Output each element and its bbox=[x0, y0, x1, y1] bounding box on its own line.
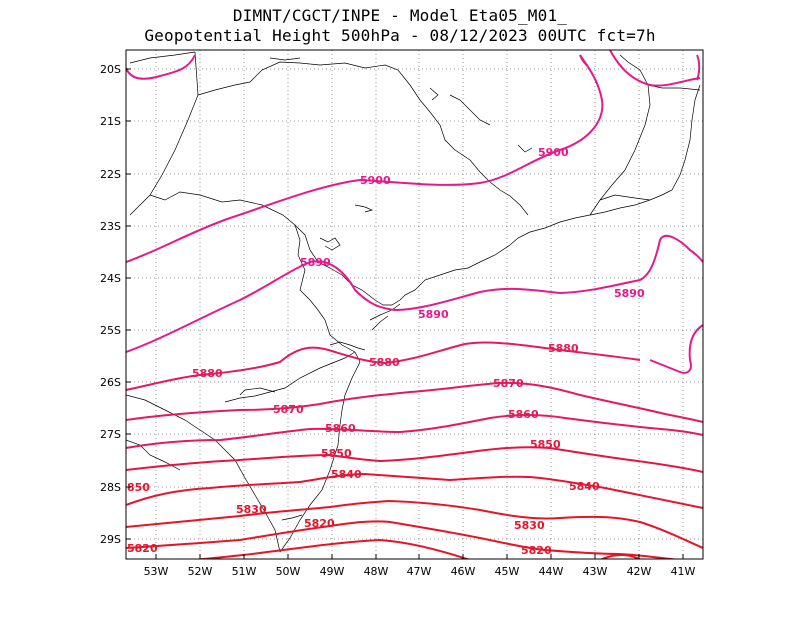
lat-labels: 20S 21S 22S 23S 24S 25S 26S 27S 28S 29S bbox=[100, 63, 121, 546]
label-5880-a: 5880 bbox=[192, 367, 223, 380]
lon-label: 41W bbox=[671, 565, 696, 578]
lat-label: 22S bbox=[100, 168, 121, 181]
contour-5900-northeast bbox=[609, 50, 701, 87]
map-title-line2: Geopotential Height 500hPa - 08/12/2023 … bbox=[144, 26, 656, 45]
contour-5880 bbox=[126, 341, 641, 391]
label-5830-b: 5830 bbox=[514, 519, 545, 532]
label-5900-a: 5900 bbox=[360, 174, 391, 187]
contour-5830 bbox=[126, 499, 703, 549]
contour-5840 bbox=[126, 472, 703, 509]
lat-label: 20S bbox=[100, 63, 121, 76]
label-5820-a: 5820 bbox=[304, 517, 335, 530]
lon-label: 51W bbox=[232, 565, 257, 578]
lat-label: 28S bbox=[100, 481, 121, 494]
contour-lines bbox=[126, 50, 703, 559]
lat-label: 25S bbox=[100, 324, 121, 337]
contour-5850 bbox=[126, 446, 703, 473]
lon-label: 48W bbox=[364, 565, 389, 578]
contour-labels: 5900 5900 5890 5890 5890 5880 5880 5880 … bbox=[127, 146, 645, 557]
lon-label: 49W bbox=[320, 565, 345, 578]
label-5880-b: 5880 bbox=[369, 356, 400, 369]
contour-5820 bbox=[126, 520, 681, 559]
contour-5900-northwest bbox=[126, 54, 196, 80]
contour-5870 bbox=[126, 381, 703, 423]
lon-label: 45W bbox=[495, 565, 520, 578]
contour-5860 bbox=[126, 414, 703, 449]
label-5820-c: 5820 bbox=[521, 544, 552, 557]
lon-labels: 53W 52W 51W 50W 49W 48W 47W 46W 45W 44W … bbox=[144, 565, 696, 578]
lon-label: 52W bbox=[188, 565, 213, 578]
map-title-line1: DIMNT/CGCT/INPE - Model Eta05_M01_ bbox=[232, 6, 568, 25]
lat-label: 21S bbox=[100, 115, 121, 128]
lon-label: 44W bbox=[539, 565, 564, 578]
label-5890-b: 5890 bbox=[418, 308, 449, 321]
lat-label: 27S bbox=[100, 428, 121, 441]
label-5820-b: 5820 bbox=[127, 542, 158, 555]
lon-label: 43W bbox=[583, 565, 608, 578]
lon-gridlines bbox=[155, 50, 684, 559]
contour-5890-east bbox=[649, 324, 703, 374]
label-5870-a: 5870 bbox=[273, 403, 304, 416]
label-5840-a: 5840 bbox=[331, 468, 362, 481]
contour-5810-east bbox=[599, 554, 642, 559]
lon-label: 53W bbox=[144, 565, 169, 578]
label-5850-edge: 850 bbox=[127, 481, 150, 494]
label-5880-c: 5880 bbox=[548, 342, 579, 355]
label-5850-b: 5850 bbox=[530, 438, 561, 451]
label-5840-b: 5840 bbox=[569, 480, 600, 493]
tick-marks bbox=[126, 68, 684, 559]
lat-label: 23S bbox=[100, 220, 121, 233]
contour-5900-top bbox=[579, 54, 589, 67]
label-5870-b: 5870 bbox=[493, 377, 524, 390]
coastline-boundaries bbox=[126, 51, 701, 553]
lon-label: 47W bbox=[407, 565, 432, 578]
plot-frame bbox=[125, 49, 704, 560]
lon-label: 46W bbox=[451, 565, 476, 578]
lon-label: 42W bbox=[627, 565, 652, 578]
contour-5900-corner bbox=[696, 54, 701, 81]
contour-5890 bbox=[126, 234, 703, 353]
lat-label: 24S bbox=[100, 272, 121, 285]
lat-label: 29S bbox=[100, 533, 121, 546]
contour-5900-main bbox=[126, 54, 604, 263]
label-5890-c: 5890 bbox=[614, 287, 645, 300]
lon-label: 50W bbox=[276, 565, 301, 578]
label-5850-a: 5850 bbox=[321, 447, 352, 460]
label-5890-a: 5890 bbox=[300, 256, 331, 269]
label-5860-b: 5860 bbox=[508, 408, 539, 421]
label-5900-b: 5900 bbox=[538, 146, 569, 159]
lat-label: 26S bbox=[100, 376, 121, 389]
lat-gridlines bbox=[126, 68, 703, 540]
contour-5810 bbox=[191, 538, 471, 559]
label-5830-a: 5830 bbox=[236, 503, 267, 516]
label-5860-a: 5860 bbox=[325, 422, 356, 435]
